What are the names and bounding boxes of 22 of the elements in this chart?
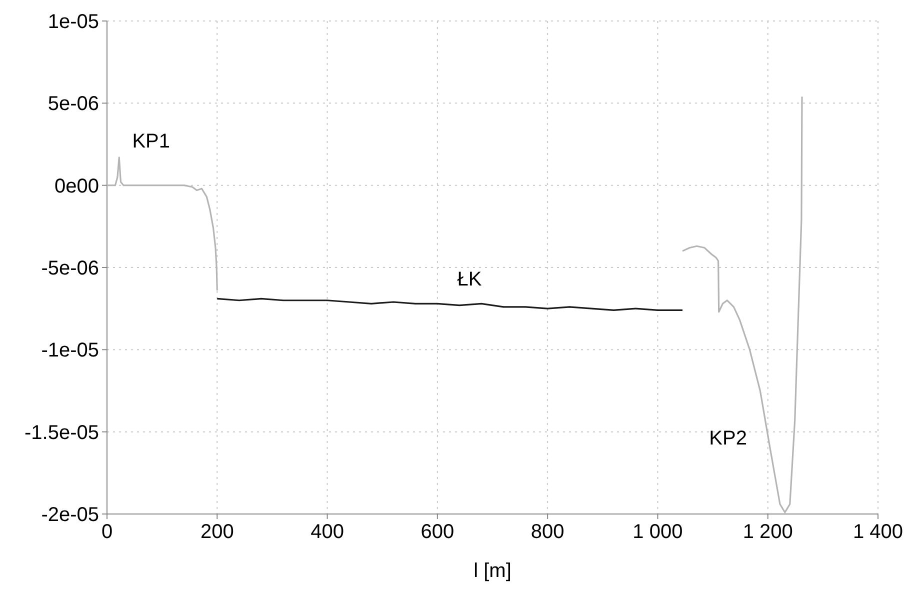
line-series (216, 298, 684, 312)
x-tick-label: 1 200 (742, 521, 793, 543)
x-tick-label: 200 (200, 521, 234, 543)
series-label: KP1 (132, 130, 170, 152)
y-tick-label: -1.5e-05 (24, 422, 99, 444)
y-tick-label: 1e-05 (48, 11, 99, 33)
y-tick-label: -5e-06 (41, 258, 99, 280)
series-label: ŁK (457, 268, 482, 290)
x-axis-title: l [m] (474, 560, 512, 582)
x-tick-label: 600 (420, 521, 454, 543)
x-tick-label: 400 (310, 521, 344, 543)
y-tick-label: -2e-05 (41, 504, 99, 526)
y-tick-label: 0e00 (54, 175, 99, 198)
y-tick-label: -1e-05 (41, 340, 99, 362)
line-series (106, 156, 218, 292)
line-series (682, 96, 803, 514)
series-label: KP2 (709, 427, 747, 450)
y-tick-label: 5e-06 (48, 93, 99, 116)
x-tick-label: 1 000 (632, 521, 683, 543)
x-tick-label: 800 (530, 521, 564, 543)
x-tick-label: 0 (101, 521, 113, 543)
x-tick-label: 1 400 (852, 521, 904, 543)
